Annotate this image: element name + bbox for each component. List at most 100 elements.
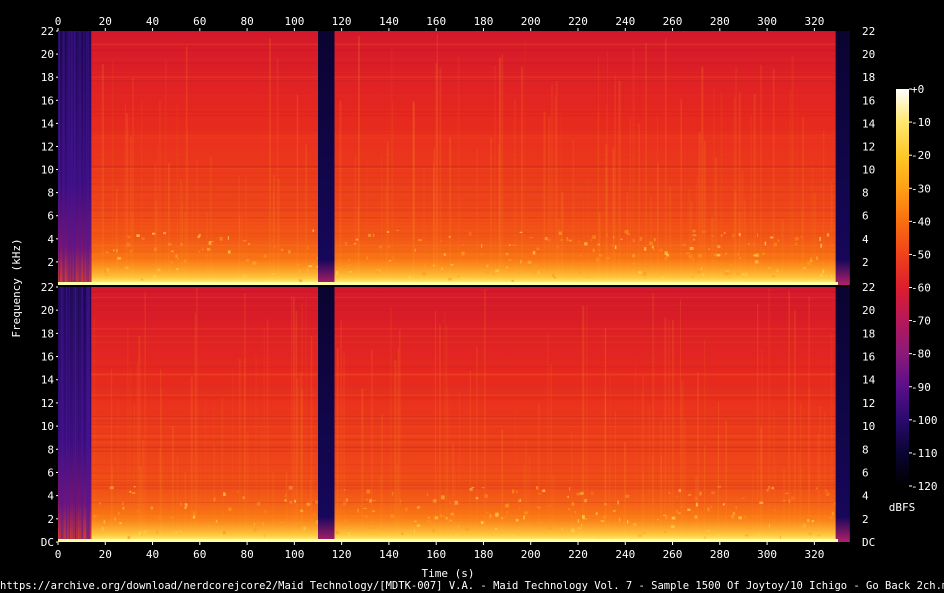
spectral-blob	[794, 242, 798, 246]
spectral-blob	[794, 236, 799, 241]
intro-streak	[59, 287, 61, 542]
spectral-blob	[113, 249, 115, 252]
spectral-blob	[316, 500, 318, 504]
spectral-blob	[357, 508, 359, 513]
spectral-blob	[152, 232, 156, 235]
spectral-blob	[509, 244, 511, 246]
x-tick-top: 0	[55, 15, 62, 28]
spectral-blob	[596, 258, 600, 262]
spectral-blob	[193, 527, 195, 531]
spectral-blob	[604, 503, 607, 506]
intro-streak	[58, 31, 59, 285]
spectral-blob	[242, 240, 247, 242]
spectral-blob	[544, 524, 547, 526]
spectral-blob	[537, 506, 541, 509]
x-tick-bottom: 260	[663, 548, 683, 561]
spectral-blob	[335, 270, 339, 275]
spectral-blob	[158, 516, 162, 520]
intro-streak	[63, 31, 64, 285]
spectral-blob	[307, 275, 310, 278]
spectral-blob	[632, 254, 636, 258]
spectral-blob	[208, 241, 212, 245]
intro-streak	[60, 287, 62, 542]
spectral-blob	[834, 502, 836, 505]
spectral-blob	[492, 273, 495, 276]
spectral-blob	[755, 516, 757, 518]
intro-streak	[73, 287, 75, 542]
spectral-blob	[728, 276, 730, 279]
colorbar-label: dBFS	[889, 501, 916, 514]
spectral-blob	[91, 254, 93, 259]
spectral-blob	[207, 248, 211, 251]
spectral-blob	[576, 492, 581, 496]
spectral-blob	[95, 277, 99, 282]
spectral-blob	[105, 251, 109, 254]
spectral-blob	[830, 274, 833, 278]
y-tick-left-bottom: DC	[41, 536, 54, 549]
intro-streak	[80, 287, 82, 542]
spectral-blob	[343, 489, 346, 491]
spectral-blob	[745, 534, 749, 537]
intro-streak	[86, 287, 87, 542]
x-tick-top: 240	[615, 15, 635, 28]
intro-streak	[68, 287, 70, 542]
spectral-blob	[697, 270, 701, 274]
spectral-blob	[580, 255, 582, 257]
x-tick-top: 40	[146, 15, 159, 28]
x-tick-top: 220	[568, 15, 588, 28]
spectral-blob	[101, 251, 103, 254]
spectral-blob	[271, 272, 276, 275]
spectral-blob	[606, 233, 608, 237]
spectral-blob	[219, 533, 222, 536]
intro-streak	[73, 31, 75, 285]
spectral-blob	[432, 529, 435, 533]
spectral-blob	[458, 523, 461, 525]
colorbar-tick: -30	[911, 182, 931, 195]
spectral-blob	[716, 262, 719, 264]
spectral-blob	[127, 535, 131, 539]
spectral-blob	[590, 491, 594, 495]
y-tick-right-top: 22	[862, 25, 875, 38]
spectral-blob	[584, 242, 588, 246]
spectral-blob	[519, 498, 522, 502]
spectral-blob	[665, 534, 669, 536]
spectral-blob	[297, 524, 300, 529]
spectral-blob	[569, 265, 574, 268]
spectral-blob	[468, 231, 472, 236]
spectral-blob	[585, 276, 589, 278]
spectral-blob	[663, 257, 668, 261]
spectral-blob	[170, 516, 173, 519]
spectral-blob	[731, 515, 735, 519]
spectral-blob	[264, 509, 266, 513]
y-tick-right-top: 14	[862, 117, 876, 130]
spectral-blob	[391, 491, 394, 496]
spectral-blob	[469, 488, 473, 491]
spectral-blob	[759, 501, 764, 504]
spectral-blob	[416, 524, 421, 528]
y-tick-left-bottom: 6	[47, 467, 54, 480]
spectral-blob	[116, 248, 118, 253]
spectral-blob	[676, 510, 678, 514]
segment-silence-gap	[318, 31, 335, 285]
spectral-blob	[807, 535, 811, 538]
spectral-blob	[219, 236, 223, 241]
intro-streak	[89, 287, 91, 542]
spectral-blob	[548, 505, 551, 507]
spectral-blob	[316, 266, 319, 268]
spectral-blob	[371, 510, 376, 512]
spectral-blob	[427, 516, 430, 519]
intro-streak	[87, 287, 88, 542]
spectral-blob	[486, 264, 489, 268]
spectral-blob	[788, 499, 791, 503]
spectral-blob	[620, 511, 623, 513]
y-tick-right-top: 8	[862, 187, 869, 200]
intro-streak	[78, 31, 80, 285]
colorbar	[896, 89, 909, 486]
spectral-blob	[441, 495, 445, 500]
spectral-blob	[369, 499, 372, 503]
spectral-blob	[731, 233, 735, 238]
spectral-blob	[285, 494, 287, 498]
spectral-blob	[592, 248, 595, 253]
spectral-blob	[368, 233, 371, 237]
intro-streak	[62, 287, 63, 542]
